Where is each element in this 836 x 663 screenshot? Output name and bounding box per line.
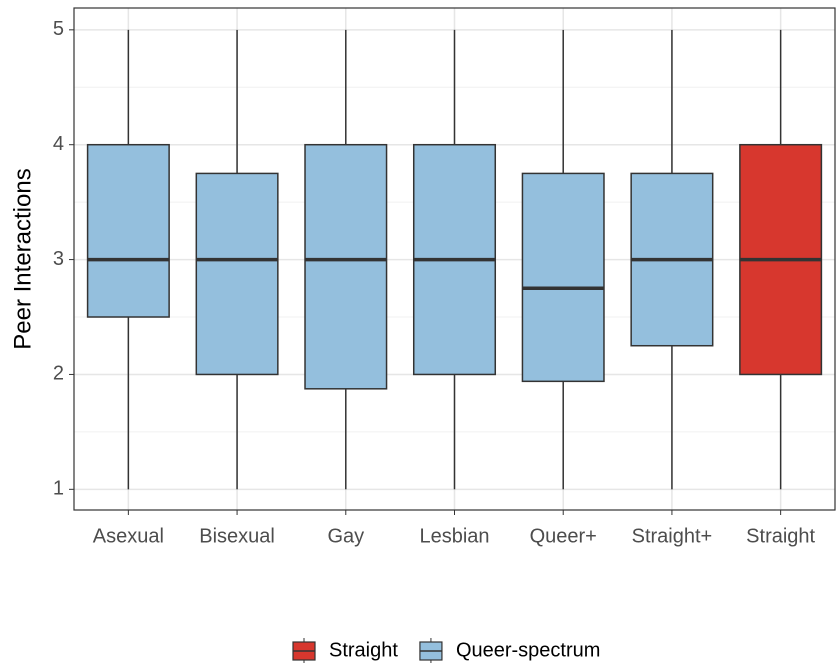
y-tick-label: 2 bbox=[53, 363, 64, 385]
box bbox=[86, 143, 170, 318]
box bbox=[304, 143, 388, 390]
x-tick-label: Bisexual bbox=[199, 525, 275, 547]
plot-border bbox=[73, 7, 836, 511]
x-tick-label: Straight bbox=[746, 525, 815, 547]
legend-label: Queer-spectrum bbox=[456, 639, 601, 661]
box bbox=[195, 172, 279, 376]
y-tick-label: 5 bbox=[53, 18, 64, 40]
x-tick-label: Gay bbox=[327, 525, 364, 547]
y-tick-label: 1 bbox=[53, 478, 64, 500]
y-tick-label: 3 bbox=[53, 248, 64, 270]
x-tick-label: Queer+ bbox=[530, 525, 597, 547]
x-tick-label: Asexual bbox=[93, 525, 164, 547]
y-tick-label: 4 bbox=[53, 133, 64, 155]
legend-label: Straight bbox=[329, 639, 398, 661]
x-tick-label: Straight+ bbox=[632, 525, 713, 547]
y-axis-label: Peer Interactions bbox=[9, 168, 36, 349]
x-tick-label: Lesbian bbox=[419, 525, 489, 547]
box bbox=[521, 172, 605, 383]
